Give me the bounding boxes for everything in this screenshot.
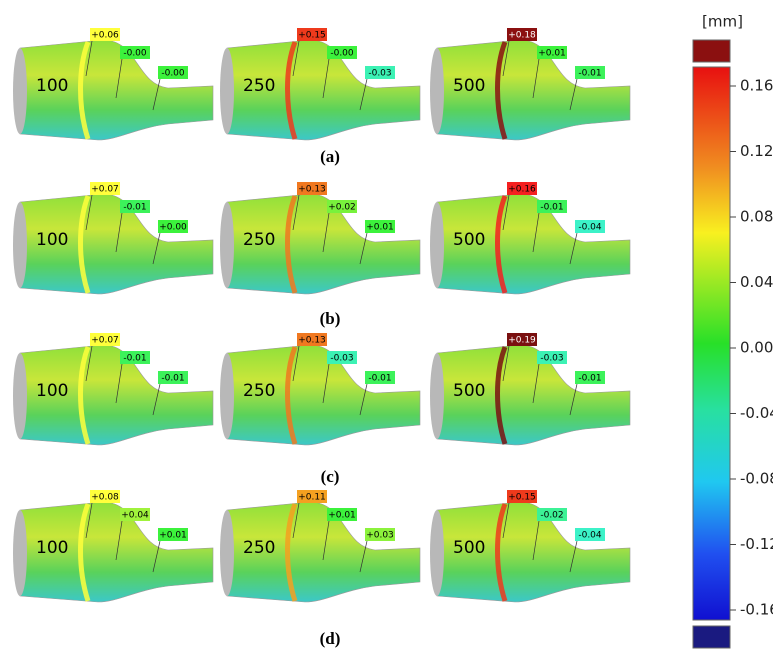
specimen-end (220, 202, 234, 288)
specimen-panel: 100 +0.07 -0.01 +0.00 (13, 182, 213, 294)
annotation: -0.03 (368, 69, 391, 79)
annotation: -0.01 (123, 354, 146, 364)
annotation: +0.19 (508, 336, 536, 346)
specimen-panel: 100 +0.06 -0.00 -0.00 (13, 28, 213, 140)
annotation: -0.02 (540, 511, 563, 521)
specimen-panel: 100 +0.07 -0.01 -0.01 (13, 333, 213, 445)
annotation: +0.01 (328, 511, 356, 521)
annotation: -0.01 (578, 69, 601, 79)
annotation: +0.08 (91, 493, 119, 503)
annotation: +0.02 (328, 203, 356, 213)
annotation: +0.13 (298, 336, 326, 346)
row-label: (a) (320, 147, 340, 166)
annotation: -0.04 (578, 223, 602, 233)
figure: [mm] (a) 100 +0.06 -0.00 -0.00 250 +0.15 -0.00 -… (0, 0, 773, 655)
specimen-panel: 500 +0.15 -0.02 -0.04 (430, 490, 630, 602)
row-label: (c) (321, 467, 340, 486)
row-label: (d) (320, 629, 341, 648)
specimen-panel: 500 +0.19 -0.03 -0.01 (430, 333, 630, 445)
specimen-panel: 500 +0.16 -0.01 -0.04 (430, 182, 630, 294)
cycle-label: 100 (36, 538, 68, 558)
colorbar-unit: [mm] (702, 13, 743, 31)
annotation: -0.01 (578, 374, 601, 384)
cycle-label: 100 (36, 381, 68, 401)
cycle-label: 100 (36, 76, 68, 96)
annotation: -0.01 (123, 203, 146, 213)
annotation: +0.15 (508, 493, 536, 503)
specimen-end (13, 510, 27, 596)
specimen-end (430, 353, 444, 439)
cycle-label: 250 (243, 230, 275, 250)
annotation: -0.01 (161, 374, 184, 384)
colorbar-tick-label: -0.12 (740, 535, 773, 553)
cycle-label: 500 (453, 230, 485, 250)
annotation: +0.18 (508, 31, 536, 41)
cycle-label: 500 (453, 381, 485, 401)
annotation: +0.15 (298, 31, 326, 41)
cycle-label: 100 (36, 230, 68, 250)
colorbar-bottom-box (693, 626, 730, 648)
specimen-panel: 500 +0.18+0.01 -0.01 (430, 28, 630, 140)
colorbar-top-box (693, 40, 730, 62)
cycle-label: 500 (453, 538, 485, 558)
specimen-panel: 100 +0.08+0.04 +0.01 (13, 490, 213, 602)
cycle-label: 250 (243, 538, 275, 558)
colorbar-tick-label: 0.16 (740, 77, 773, 95)
annotation: -0.00 (123, 49, 147, 59)
annotation: +0.04 (121, 511, 149, 521)
annotation: -0.00 (330, 49, 354, 59)
annotation: -0.03 (330, 354, 353, 364)
specimen-panel: 250 +0.15 -0.00 -0.03 (220, 28, 420, 140)
annotation: +0.16 (508, 185, 536, 195)
specimen-end (13, 48, 27, 134)
cycle-label: 250 (243, 381, 275, 401)
row-label: (b) (320, 309, 341, 328)
specimen-end (220, 48, 234, 134)
specimen-panel: 250 +0.13 -0.03 -0.01 (220, 333, 420, 445)
specimen-end (220, 510, 234, 596)
annotation: -0.01 (368, 374, 391, 384)
annotation: -0.01 (540, 203, 563, 213)
annotation: +0.01 (366, 223, 394, 233)
annotation: -0.03 (540, 354, 563, 364)
annotation: +0.07 (91, 185, 119, 195)
specimen-end (430, 48, 444, 134)
annotation: +0.13 (298, 185, 326, 195)
colorbar-tick-label: 0.12 (740, 142, 773, 160)
specimen-end (220, 353, 234, 439)
specimen-end (13, 202, 27, 288)
cycle-label: 500 (453, 76, 485, 96)
colorbar-tick-label: 0.08 (740, 208, 773, 226)
annotation: +0.11 (298, 493, 326, 503)
annotation: -0.00 (161, 69, 185, 79)
specimen-end (13, 353, 27, 439)
specimen-end (430, 202, 444, 288)
specimen-panel: 250 +0.13+0.02 +0.01 (220, 182, 420, 294)
colorbar (693, 67, 730, 620)
annotation: +0.00 (159, 223, 187, 233)
colorbar-tick-label: 0.00 (740, 339, 773, 357)
colorbar-tick-label: 0.04 (740, 273, 773, 291)
specimen-panel: 250 +0.11+0.01 +0.03 (220, 490, 420, 602)
specimen-end (430, 510, 444, 596)
annotation: +0.01 (159, 531, 187, 541)
colorbar-tick-label: -0.04 (740, 404, 773, 422)
annotation: +0.07 (91, 336, 119, 346)
cycle-label: 250 (243, 76, 275, 96)
annotation: +0.06 (91, 31, 119, 41)
annotation: +0.01 (538, 49, 566, 59)
annotation: +0.03 (366, 531, 394, 541)
colorbar-tick-label: -0.08 (740, 470, 773, 488)
colorbar-tick-label: -0.16 (740, 601, 773, 619)
annotation: -0.04 (578, 531, 602, 541)
